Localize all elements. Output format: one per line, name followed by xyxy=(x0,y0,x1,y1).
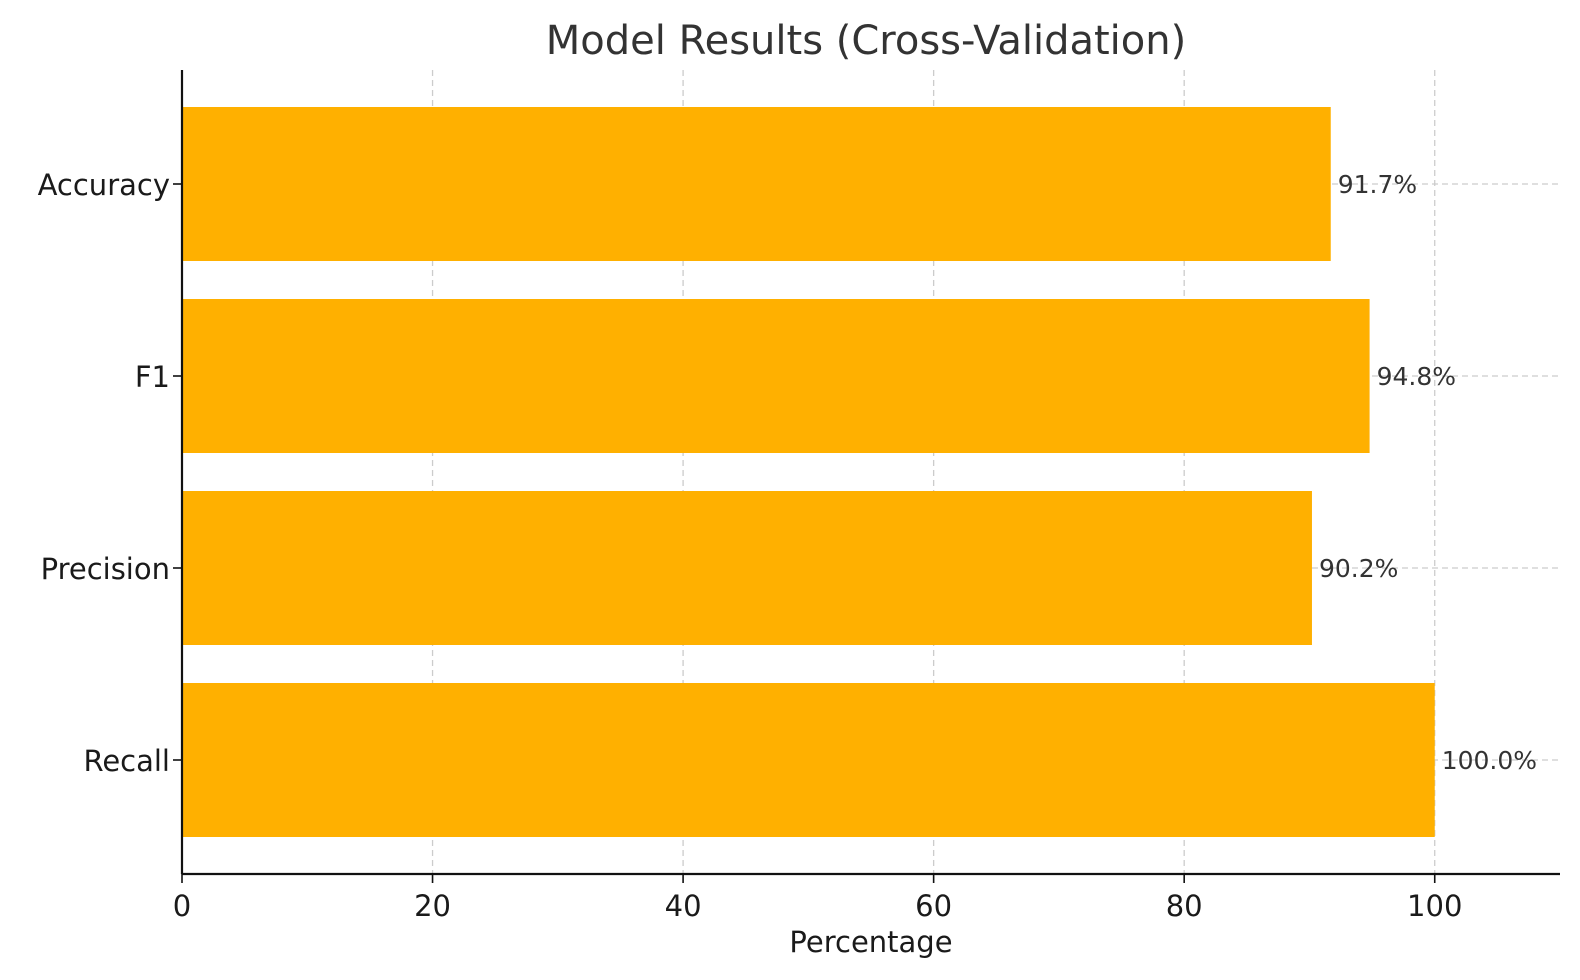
x-tick-label: 60 xyxy=(915,889,952,923)
y-axis-ticks: Accuracy F1 Precision Recall xyxy=(38,168,182,778)
x-tick-label: 100 xyxy=(1407,889,1462,923)
x-tick-label: 80 xyxy=(1166,889,1203,923)
y-tick-label-f1: F1 xyxy=(135,360,170,394)
y-tick-label-precision: Precision xyxy=(41,552,170,586)
x-axis-ticks: 0 20 40 60 80 100 xyxy=(173,874,1462,923)
data-label-accuracy: 91.7% xyxy=(1338,170,1417,199)
data-label-f1: 94.8% xyxy=(1377,362,1456,391)
bar-precision xyxy=(182,491,1312,645)
x-axis-title: Percentage xyxy=(789,925,952,959)
x-tick-label: 20 xyxy=(414,889,451,923)
data-label-precision: 90.2% xyxy=(1319,554,1398,583)
y-tick-label-accuracy: Accuracy xyxy=(38,168,170,202)
data-label-recall: 100.0% xyxy=(1442,746,1537,775)
y-tick-label-recall: Recall xyxy=(83,744,170,778)
bar-accuracy xyxy=(182,107,1331,261)
x-tick-label: 40 xyxy=(665,889,702,923)
bar-recall xyxy=(182,683,1435,837)
bars xyxy=(182,107,1435,837)
x-tick-label: 0 xyxy=(173,889,191,923)
data-labels: 91.7% 94.8% 90.2% 100.0% xyxy=(1319,170,1537,775)
chart-title: Model Results (Cross-Validation) xyxy=(546,18,1186,64)
bar-f1 xyxy=(182,299,1370,453)
